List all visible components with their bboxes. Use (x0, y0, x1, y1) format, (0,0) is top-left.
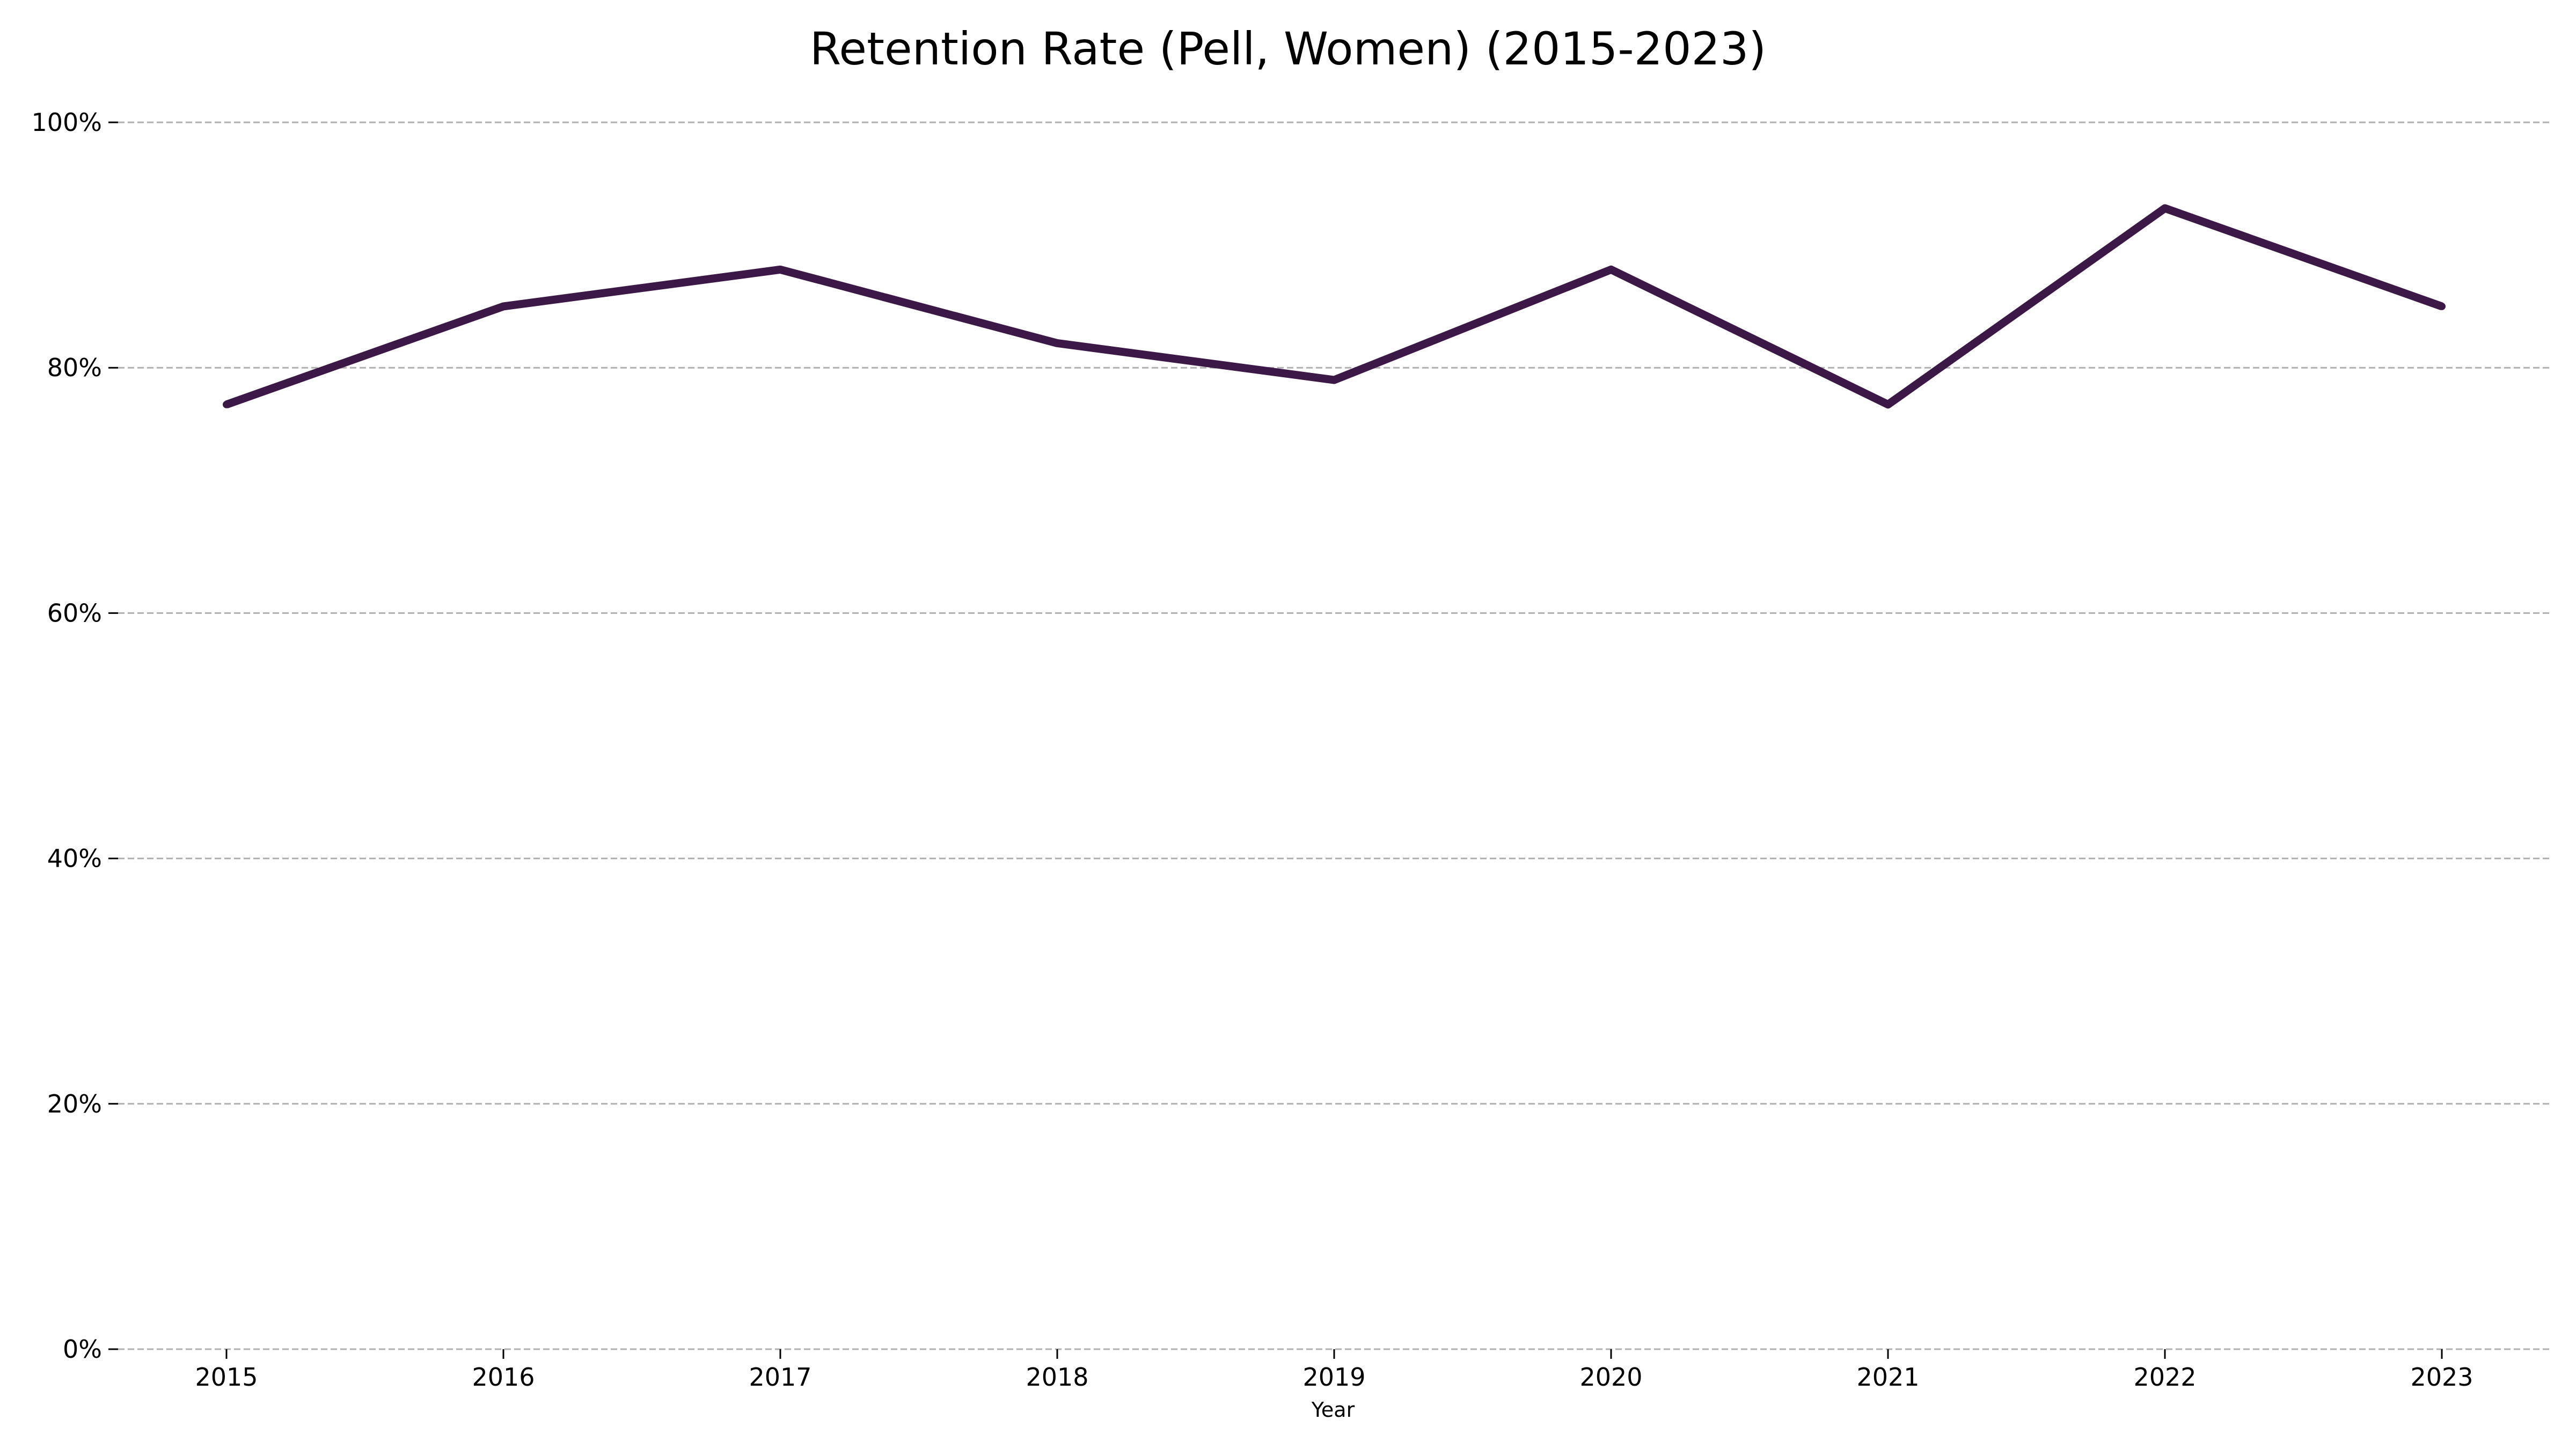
x-axis: 2015 2016 2017 2018 2019 2020 2021 2022 2023 (195, 1349, 2473, 1392)
data-point-2018 (1053, 339, 1061, 347)
data-point-2020 (1607, 266, 1615, 274)
x-tick-label-2016: 2016 (472, 1363, 535, 1392)
x-tick-label-2023: 2023 (2410, 1363, 2473, 1392)
data-point-2017 (777, 266, 784, 274)
y-tick-label-40: 40% (47, 844, 102, 873)
gridlines (118, 121, 2549, 1350)
data-point-2015 (223, 400, 230, 408)
y-tick-label-80: 80% (47, 353, 102, 382)
x-tick-label-2020: 2020 (1579, 1363, 1642, 1392)
series-layer (223, 204, 2446, 409)
series-line-0 (225, 204, 2443, 409)
chart-title: Retention Rate (Pell, Women) (2015-2023) (810, 23, 1766, 75)
data-point-2022 (2161, 204, 2169, 213)
y-tick-label-0: 0% (63, 1335, 102, 1364)
data-point-2023 (2438, 302, 2446, 310)
y-axis: 0% 20% 40% 60% 80% 100% (31, 108, 118, 1364)
x-tick-label-2021: 2021 (1856, 1363, 1919, 1392)
x-tick-label-2017: 2017 (749, 1363, 811, 1392)
data-point-2016 (500, 302, 507, 310)
x-tick-label-2019: 2019 (1302, 1363, 1365, 1392)
x-tick-label-2018: 2018 (1026, 1363, 1088, 1392)
data-point-2019 (1330, 376, 1338, 384)
y-tick-label-20: 20% (47, 1089, 102, 1118)
x-axis-label: Year (1311, 1398, 1355, 1422)
data-point-2021 (1884, 400, 1892, 408)
x-tick-label-2015: 2015 (195, 1363, 258, 1392)
y-tick-label-100: 100% (31, 108, 102, 137)
y-tick-label-60: 60% (47, 598, 102, 627)
x-tick-label-2022: 2022 (2133, 1363, 2196, 1392)
